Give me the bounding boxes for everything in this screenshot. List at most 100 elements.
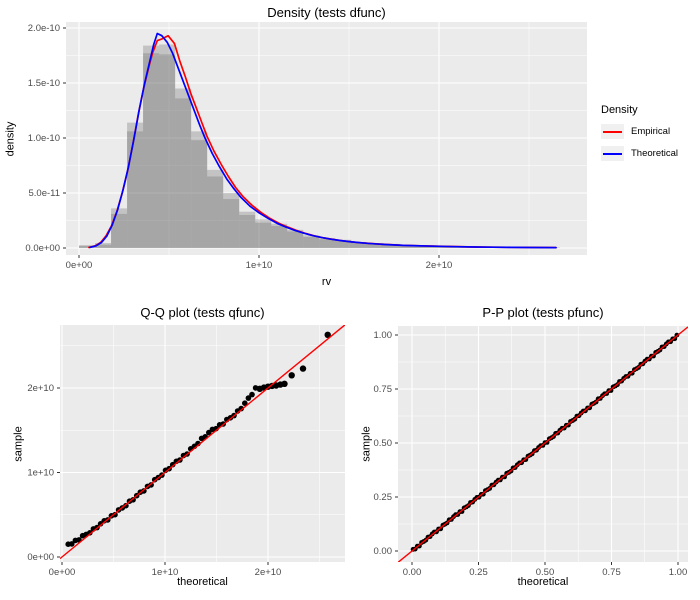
qq-x-tick-label: 2e+10 bbox=[255, 567, 282, 578]
histogram-bar bbox=[159, 44, 176, 248]
qq-y-tick-label: 1e+10 bbox=[27, 468, 54, 479]
histogram-bar bbox=[271, 223, 288, 248]
pp-reference-line bbox=[398, 326, 688, 562]
histogram-bar bbox=[175, 98, 192, 249]
histogram-bar bbox=[415, 245, 432, 248]
histogram-bar bbox=[319, 239, 336, 248]
pp-x-tick-label: 1.00 bbox=[669, 567, 688, 578]
qq-point bbox=[130, 497, 136, 503]
qq-point bbox=[123, 502, 129, 509]
density-x-tick-label: 2e+10 bbox=[426, 260, 453, 271]
legend-key-empirical bbox=[601, 124, 624, 139]
qq-point bbox=[206, 429, 212, 436]
theoretical-line-icon bbox=[603, 152, 622, 155]
density-x-tick-label: 0e+00 bbox=[66, 260, 93, 271]
pp-x-axis-title: theoretical bbox=[517, 576, 569, 588]
density-y-tick-label: 1.5e-10 bbox=[28, 78, 60, 89]
legend-label-theoretical: Theoretical bbox=[631, 148, 678, 159]
theoretical-density-curve bbox=[88, 32, 557, 249]
qq-panel-group: 0e+00 1e+10 2e+10 0e+00 1e+10 2e+10 bbox=[27, 325, 345, 578]
histogram-bar bbox=[351, 242, 368, 248]
histogram-bar bbox=[143, 45, 160, 248]
legend-entry-theoretical: Theoretical bbox=[601, 146, 678, 161]
legend-title: Density bbox=[601, 104, 638, 116]
histogram-bar bbox=[255, 219, 272, 248]
density-plot-title: Density (tests dfunc) bbox=[267, 5, 386, 20]
density-y-tick-label: 5.0e-11 bbox=[28, 188, 60, 199]
qq-x-tick-label: 1e+10 bbox=[152, 567, 179, 578]
density-y-tick-label: 0.0e+00 bbox=[25, 243, 60, 254]
legend: Density Empirical Theoretical bbox=[601, 104, 678, 168]
histogram-bar bbox=[79, 245, 96, 248]
histogram-bar bbox=[287, 229, 304, 248]
qq-point bbox=[245, 395, 252, 401]
histogram-bar bbox=[95, 243, 112, 248]
density-x-tick-label: 1e+10 bbox=[246, 260, 273, 271]
histogram-bar bbox=[399, 244, 416, 248]
qq-point bbox=[238, 405, 244, 412]
histogram-bar bbox=[351, 241, 368, 248]
histogram-bar bbox=[239, 215, 256, 248]
pp-y-tick-label: 1.00 bbox=[374, 330, 393, 341]
density-panel-group: 0e+00 1e+10 2e+10 0.0e+00 5.0e-11 1.0e-10 1.5e… bbox=[25, 22, 587, 271]
qq-x-tick-label: 0e+00 bbox=[49, 567, 76, 578]
histogram-bar bbox=[239, 211, 256, 248]
qq-y-tick-label: 2e+10 bbox=[27, 383, 54, 394]
pp-x-tick-label: 0.00 bbox=[403, 567, 422, 578]
legend-label-empirical: Empirical bbox=[631, 126, 671, 137]
pp-y-axis-title: sample bbox=[361, 426, 373, 462]
histogram-bar bbox=[223, 199, 240, 248]
pp-data-layer bbox=[398, 326, 688, 562]
pp-y-tick-label: 0.75 bbox=[374, 384, 393, 395]
histogram-bar bbox=[399, 245, 416, 248]
histogram-bar bbox=[271, 226, 288, 248]
histogram-bar bbox=[335, 240, 352, 248]
qq-point bbox=[112, 511, 118, 518]
histogram-bar bbox=[367, 243, 384, 248]
qq-data-layer bbox=[60, 325, 345, 560]
histogram-bar bbox=[207, 169, 224, 248]
pp-y-tick-label: 0.50 bbox=[374, 438, 393, 449]
qq-point bbox=[69, 541, 75, 547]
qq-point bbox=[169, 461, 176, 468]
histogram-bar bbox=[79, 245, 96, 248]
pp-x-tick-label: 0.25 bbox=[469, 567, 488, 578]
histogram-bar bbox=[431, 246, 448, 248]
pp-x-tick-label: 0.50 bbox=[536, 567, 555, 578]
histogram-bar bbox=[287, 231, 304, 248]
pp-y-tick-label: 0.00 bbox=[374, 546, 393, 557]
histogram-bar bbox=[383, 244, 400, 248]
histogram-bar bbox=[111, 213, 128, 248]
histogram-bar bbox=[383, 243, 400, 248]
histogram-bar bbox=[367, 243, 384, 248]
histogram-bar bbox=[191, 131, 208, 248]
density-y-axis-title: density bbox=[4, 121, 17, 156]
qq-y-tick-label: 0e+00 bbox=[27, 552, 54, 563]
histogram-bar bbox=[207, 176, 224, 248]
pp-panel-group: 0.00 0.25 0.50 0.75 1.00 0.00 0.25 0.50 0.75 1.00 bbox=[374, 326, 688, 578]
pp-y-tick-label: 0.25 bbox=[374, 492, 393, 503]
histogram-bar bbox=[335, 239, 352, 248]
histogram-bar bbox=[303, 235, 320, 248]
density-y-tick-label: 2.0e-10 bbox=[28, 23, 60, 34]
qq-y-axis-title: sample bbox=[13, 425, 25, 462]
histogram-bar bbox=[95, 244, 112, 248]
qq-outlier-point bbox=[288, 372, 295, 379]
density-x-axis-title: rv bbox=[321, 276, 332, 288]
qq-plot-title: Q-Q plot (tests qfunc) bbox=[140, 305, 265, 320]
histogram-bar bbox=[175, 88, 192, 248]
legend-key-theoretical bbox=[601, 146, 624, 161]
qq-x-axis-title: theoretical bbox=[177, 576, 228, 588]
empirical-line-icon bbox=[603, 130, 622, 133]
histogram-bar bbox=[127, 131, 144, 248]
histogram-bar bbox=[303, 237, 320, 248]
histogram-bar bbox=[143, 53, 160, 248]
density-data-layer bbox=[79, 32, 560, 249]
histogram-bar bbox=[319, 238, 336, 248]
qq-outlier-point bbox=[324, 331, 331, 338]
qq-point bbox=[281, 380, 288, 387]
histogram-bar bbox=[223, 193, 240, 248]
pp-plot-title: P-P plot (tests pfunc) bbox=[482, 305, 604, 320]
